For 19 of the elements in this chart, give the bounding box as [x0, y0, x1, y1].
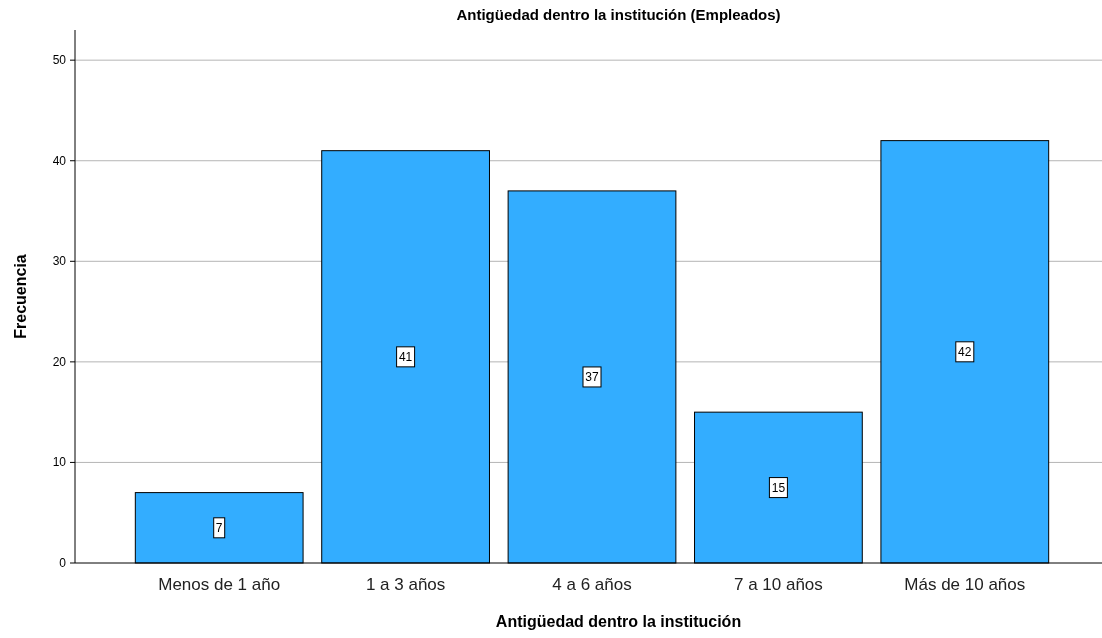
- data-label: 41: [398, 349, 413, 364]
- chart-title: Antigüedad dentro la institución (Empleados): [456, 6, 781, 23]
- x-tick-label: Menos de 1 año: [158, 575, 281, 594]
- data-label: 37: [585, 369, 599, 384]
- y-tick-label: 0: [59, 556, 67, 570]
- y-tick-label: 30: [52, 254, 67, 269]
- y-tick-label: 50: [52, 53, 67, 68]
- y-tick-label: 20: [52, 354, 67, 369]
- y-tick-label: 40: [52, 153, 67, 168]
- x-axis-title: Antigüedad dentro la institución: [495, 613, 742, 630]
- data-label: 15: [771, 480, 786, 495]
- data-label: 7: [215, 520, 223, 535]
- y-tick-label: 10: [52, 455, 67, 470]
- x-tick-label: 4 a 6 años: [552, 575, 632, 594]
- x-tick-label: 7 a 10 años: [733, 575, 823, 594]
- y-axis-title: Frecuencia: [12, 254, 29, 339]
- x-tick-label: 1 a 3 años: [365, 575, 446, 594]
- data-label: 42: [958, 344, 972, 359]
- x-tick-label: Más de 10 años: [904, 575, 1026, 594]
